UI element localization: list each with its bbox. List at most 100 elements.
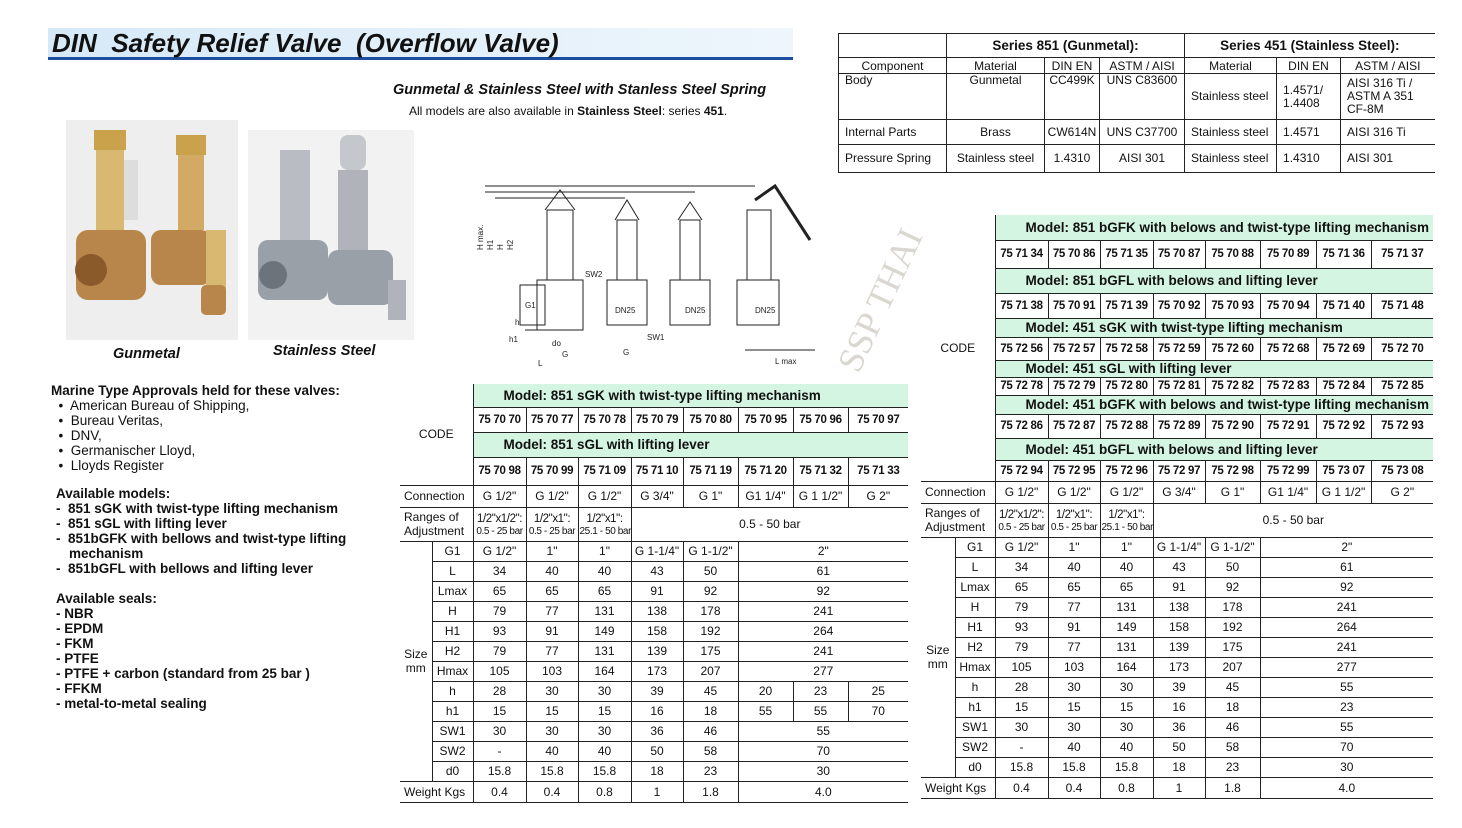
dimension-value: 241 <box>1259 597 1434 618</box>
list-item: - PTFE <box>56 651 99 666</box>
material-cell: Stainless steel <box>1184 73 1277 120</box>
dimension-value: 138 <box>1152 597 1206 618</box>
dimension-value: 131 <box>1099 597 1154 618</box>
dimension-name: h <box>431 681 474 702</box>
size-row: H 79 77 131 138 178 241 <box>921 597 1434 618</box>
model-title: Model: 451 bGFL with belows and lifting … <box>994 438 1434 461</box>
list-item-text: metal-to-metal sealing <box>64 696 207 711</box>
model-title: Model: 851 sGK with twist-type lifting m… <box>472 384 909 408</box>
dimension-name: Hmax <box>431 661 474 682</box>
dimension-name: h <box>954 677 996 698</box>
dimension-value: 103 <box>525 661 579 682</box>
dimension-value: G 1/2" <box>994 537 1049 558</box>
product-code: 75 72 82 <box>1204 377 1261 396</box>
column-header: DIN EN <box>1044 57 1100 74</box>
weight-value: 4.0 <box>737 781 909 803</box>
weight-value: 1 <box>630 781 684 803</box>
series-851-451-bellows-spec-table: CODE Model: 851 bGFK with belows and twis… <box>921 215 1434 799</box>
dimension-value: 40 <box>525 561 579 582</box>
dimension-value: 61 <box>737 561 909 582</box>
model-title: Model: 851 bGFK with belows and twist-ty… <box>994 215 1434 241</box>
dimension-name: H <box>954 597 996 618</box>
dimension-value: 18 <box>630 761 684 782</box>
range-pressure: 0.5 - 25 bar <box>998 521 1045 533</box>
material-cell: CW614N <box>1044 119 1100 145</box>
code-row: 75 71 38 75 70 91 75 71 39 75 70 92 75 70 93… <box>921 293 1434 319</box>
product-code: 75 70 98 <box>472 457 527 486</box>
dimension-name: H1 <box>954 617 996 638</box>
weight-value: 0.4 <box>472 781 527 803</box>
material-cell: AISI 301 <box>1340 144 1435 173</box>
list-item: - FKM <box>56 636 94 651</box>
dimension-name: L <box>954 557 996 578</box>
weight-value: 1 <box>1152 777 1206 799</box>
dimension-value: 15.8 <box>577 761 632 782</box>
size-label-line: mm <box>927 657 948 671</box>
dimension-value: 61 <box>1259 557 1434 578</box>
material-cell: CC499K <box>1044 73 1100 120</box>
product-code: 75 72 88 <box>1099 414 1154 439</box>
dimension-value: 30 <box>577 721 632 742</box>
column-header: ASTM / AISI <box>1340 57 1435 74</box>
weight-value: 0.4 <box>1047 777 1101 799</box>
material-cell: AISI 316 Ti <box>1340 119 1435 145</box>
dimension-value: 207 <box>682 661 739 682</box>
dimension-name: d0 <box>954 757 996 778</box>
code-row: 75 71 34 75 70 86 75 71 35 75 70 87 75 70 88… <box>921 240 1434 269</box>
column-header: ASTM / AISI <box>1098 57 1185 74</box>
dimension-name: G1 <box>431 541 474 562</box>
dimension-value: 92 <box>737 581 909 602</box>
range-size: 1/2"x1": <box>586 512 623 525</box>
code-row: 75 72 78 75 72 79 75 72 80 75 72 81 75 72 82… <box>921 377 1434 396</box>
diagram-label: SW2 <box>585 270 603 279</box>
code-label: CODE <box>400 384 474 486</box>
dimension-value: 139 <box>630 641 684 662</box>
material-cell: 1.4310 <box>1276 144 1341 173</box>
dimension-value: 50 <box>682 561 739 582</box>
range-size: 1/2"x1/2": <box>476 512 523 525</box>
list-item: • Germanischer Lloyd, <box>51 443 196 458</box>
dimension-value: 40 <box>577 561 632 582</box>
material-cell: Gunmetal <box>946 73 1045 120</box>
avail-text: All models are also available in <box>409 104 578 118</box>
material-cell: Stainless steel <box>1184 144 1277 173</box>
product-code: 75 71 34 <box>994 240 1049 269</box>
dimension-value: 15.8 <box>525 761 579 782</box>
dimension-value: 55 <box>737 721 909 742</box>
dimension-value: 175 <box>1204 637 1261 658</box>
product-code: 75 72 90 <box>1204 414 1261 439</box>
model-title: Model: 451 sGL with lifting lever <box>994 360 1434 378</box>
dimension-value: 39 <box>1152 677 1206 698</box>
dimension-value: 2" <box>1259 537 1434 558</box>
diagram-label: SW1 <box>647 333 665 342</box>
range-value: 1/2"x1/2": 0.5 - 25 bar <box>472 507 527 542</box>
page-title: DIN Safety Relief Valve (Overflow Valve) <box>48 28 793 60</box>
dimension-value: 30 <box>525 681 579 702</box>
dimension-value: 58 <box>682 741 739 762</box>
dimension-value: 16 <box>1152 697 1206 718</box>
dimension-value: G 1-1/2" <box>682 541 739 562</box>
model-title: Model: 851 bGFL with belows and lifting … <box>994 268 1434 294</box>
column-header: Material <box>1184 57 1277 74</box>
dimension-value: 15.8 <box>994 757 1049 778</box>
connection-value: G 1 1/2" <box>792 485 849 508</box>
connection-value: G1 1/4" <box>737 485 794 508</box>
dimension-value: 131 <box>1099 637 1154 658</box>
size-row: L 34 40 40 43 50 61 <box>400 561 909 582</box>
size-row: Size mm G1 G 1/2" 1" 1" G 1-1/4" G 1-1/2" 2" <box>921 537 1434 778</box>
product-code: 75 72 99 <box>1259 460 1317 482</box>
size-row: SW1 30 30 30 36 46 55 <box>921 717 1434 738</box>
dimension-value: 65 <box>525 581 579 602</box>
material-cell: UNS C37700 <box>1098 119 1185 145</box>
dimension-name: SW2 <box>431 741 474 762</box>
size-label-line: mm <box>405 661 426 675</box>
product-code: 75 70 87 <box>1152 240 1206 269</box>
connection-value: G 1/2" <box>1047 481 1101 504</box>
dimension-value: 65 <box>1047 577 1101 598</box>
product-code: 75 70 79 <box>630 407 684 433</box>
range-value: 1/2"x1": 25.1 - 50 bar <box>577 507 632 542</box>
dimension-value: 45 <box>1204 677 1261 698</box>
list-item-text: PTFE + carbon (standard from 25 bar ) <box>64 666 310 681</box>
material-cell: Internal Parts <box>838 119 947 145</box>
list-item: • Lloyds Register <box>51 458 164 473</box>
